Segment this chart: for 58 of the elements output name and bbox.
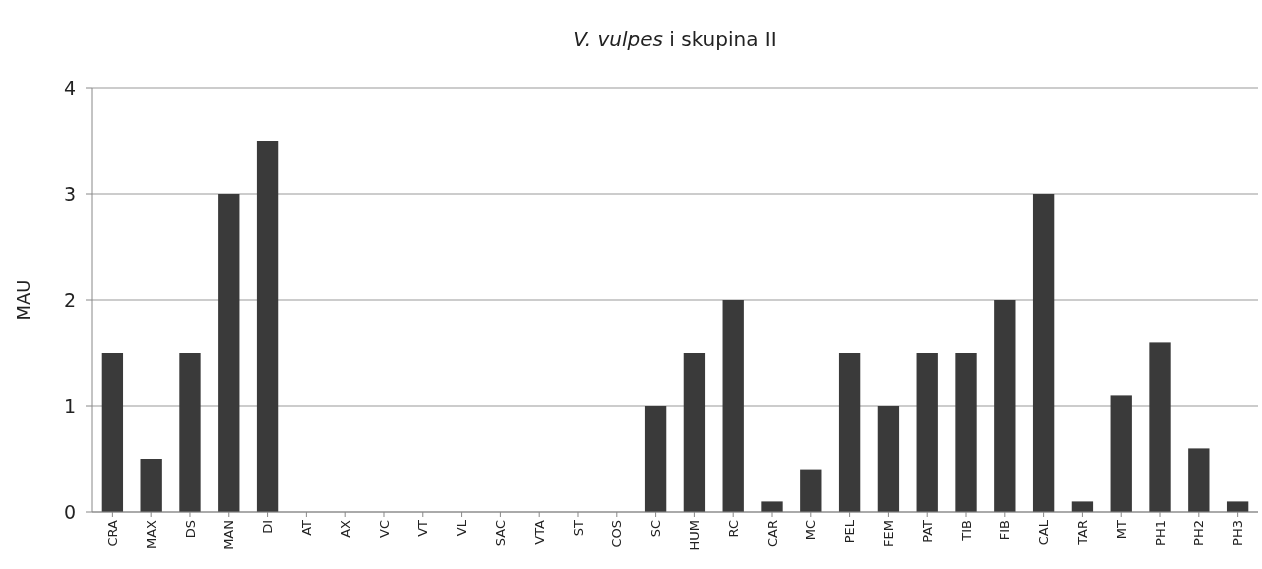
x-tick-label: PH2 — [1191, 520, 1207, 546]
x-tick-label: MT — [1113, 519, 1129, 540]
bar — [916, 353, 938, 512]
x-tick-label: PH1 — [1152, 520, 1168, 546]
bar — [101, 353, 124, 512]
x-tick-label: FIB — [997, 520, 1013, 541]
x-tick-label: DI — [260, 520, 276, 534]
x-tick-label: VC — [376, 520, 392, 538]
bar — [1226, 501, 1249, 512]
bar — [877, 406, 900, 512]
bar — [256, 141, 279, 512]
bar — [722, 300, 744, 512]
x-tick-label: MAN — [221, 520, 237, 550]
chart-title: V. vulpes i skupina II — [573, 27, 777, 51]
bar — [838, 353, 861, 512]
bar — [1110, 395, 1132, 512]
bar — [1071, 501, 1094, 512]
x-tick-label: ST — [570, 519, 586, 537]
x-tick-label: HUM — [686, 520, 702, 551]
x-tick-label: PH3 — [1230, 520, 1246, 546]
bar — [1188, 448, 1210, 512]
y-tick-label: 1 — [63, 394, 76, 417]
x-tick-label: SC — [648, 520, 664, 538]
bar — [800, 469, 822, 512]
x-tick-label: VL — [454, 519, 470, 537]
bar — [1032, 194, 1055, 512]
x-tick-label: COS — [609, 520, 625, 548]
x-tick-label: PEL — [842, 519, 858, 544]
x-tick-label: AX — [337, 519, 353, 538]
bar — [994, 300, 1016, 512]
bar — [218, 194, 240, 512]
y-tick-label: 2 — [63, 288, 76, 311]
x-tick-label: AT — [298, 519, 314, 536]
bar — [1149, 342, 1171, 512]
y-tick-label: 0 — [63, 500, 76, 523]
x-tick-label: VTA — [531, 519, 547, 545]
x-tick-label: FEM — [880, 520, 896, 547]
bar — [140, 459, 162, 512]
y-tick-label: 4 — [63, 76, 76, 99]
bar — [179, 353, 201, 512]
y-axis-title: MAU — [13, 279, 34, 321]
x-tick-label: CAR — [764, 520, 780, 548]
x-tick-label: MAX — [143, 519, 159, 550]
bar — [761, 501, 783, 512]
x-tick-label: CRA — [104, 519, 120, 547]
x-tick-label: TIB — [958, 520, 974, 542]
x-tick-label: PAT — [919, 519, 935, 543]
y-tick-label: 3 — [63, 182, 76, 205]
x-tick-label: DS — [182, 520, 198, 539]
x-tick-label: CAL — [1036, 519, 1052, 546]
x-tick-label: VT — [415, 519, 431, 537]
x-tick-label: MC — [803, 520, 819, 541]
bar — [955, 353, 977, 512]
bar — [644, 406, 667, 512]
bar — [683, 353, 706, 512]
x-tick-label: SAC — [492, 520, 508, 547]
x-tick-label: RC — [725, 520, 741, 538]
x-tick-label: TAR — [1074, 520, 1090, 546]
